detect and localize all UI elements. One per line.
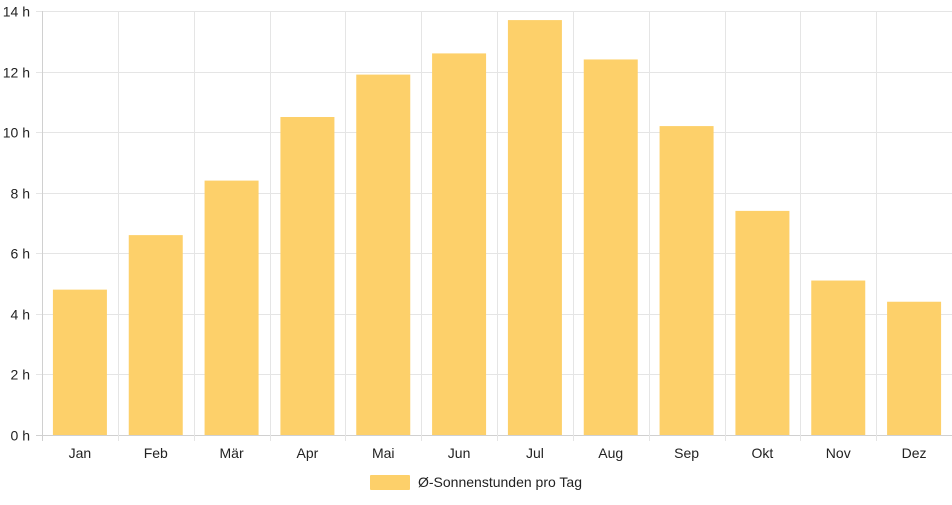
bar-okt[interactable] (735, 210, 790, 435)
x-tick-label: Feb (144, 445, 168, 461)
bar-feb[interactable] (128, 235, 183, 435)
legend[interactable]: Ø-Sonnenstunden pro Tag (370, 474, 582, 490)
x-tick-label: Mär (220, 445, 244, 461)
bar-jun[interactable] (432, 53, 487, 436)
legend-label: Ø-Sonnenstunden pro Tag (418, 474, 582, 490)
y-tick-label: 12 h (3, 65, 30, 81)
bar-apr[interactable] (280, 117, 335, 435)
x-tick-label: Apr (297, 445, 319, 461)
bar-mai[interactable] (356, 74, 411, 435)
bar-mär[interactable] (204, 180, 259, 435)
bar-nov[interactable] (811, 280, 866, 435)
y-tick-label: 0 h (11, 428, 30, 444)
y-tick-label: 14 h (3, 4, 30, 20)
legend-swatch (370, 475, 410, 490)
x-tick-label: Jan (69, 445, 92, 461)
y-tick-label: 8 h (11, 186, 30, 202)
bar-sep[interactable] (659, 126, 714, 435)
x-tick-label: Aug (598, 445, 623, 461)
y-tick-label: 6 h (11, 246, 30, 262)
x-tick-label: Jun (448, 445, 471, 461)
bar-dez[interactable] (887, 301, 942, 435)
grid-lines (36, 11, 952, 441)
x-tick-label: Okt (752, 445, 774, 461)
bar-jul[interactable] (507, 20, 562, 435)
y-tick-label: 2 h (11, 367, 30, 383)
x-tick-label: Jul (526, 445, 544, 461)
y-axis: 0 h 2 h 4 h 6 h 8 h 10 h 12 h 14 h (3, 4, 30, 444)
x-tick-label: Mai (372, 445, 395, 461)
x-axis: Jan Feb Mär Apr Mai Jun Jul Aug Sep Okt Nov Dez (69, 445, 927, 461)
bar-aug[interactable] (583, 59, 638, 435)
x-tick-label: Dez (902, 445, 927, 461)
bars (52, 20, 942, 436)
bar-jan[interactable] (52, 289, 107, 435)
y-tick-label: 10 h (3, 125, 30, 141)
x-tick-label: Sep (674, 445, 699, 461)
x-tick-label: Nov (826, 445, 851, 461)
y-tick-label: 4 h (11, 307, 30, 323)
